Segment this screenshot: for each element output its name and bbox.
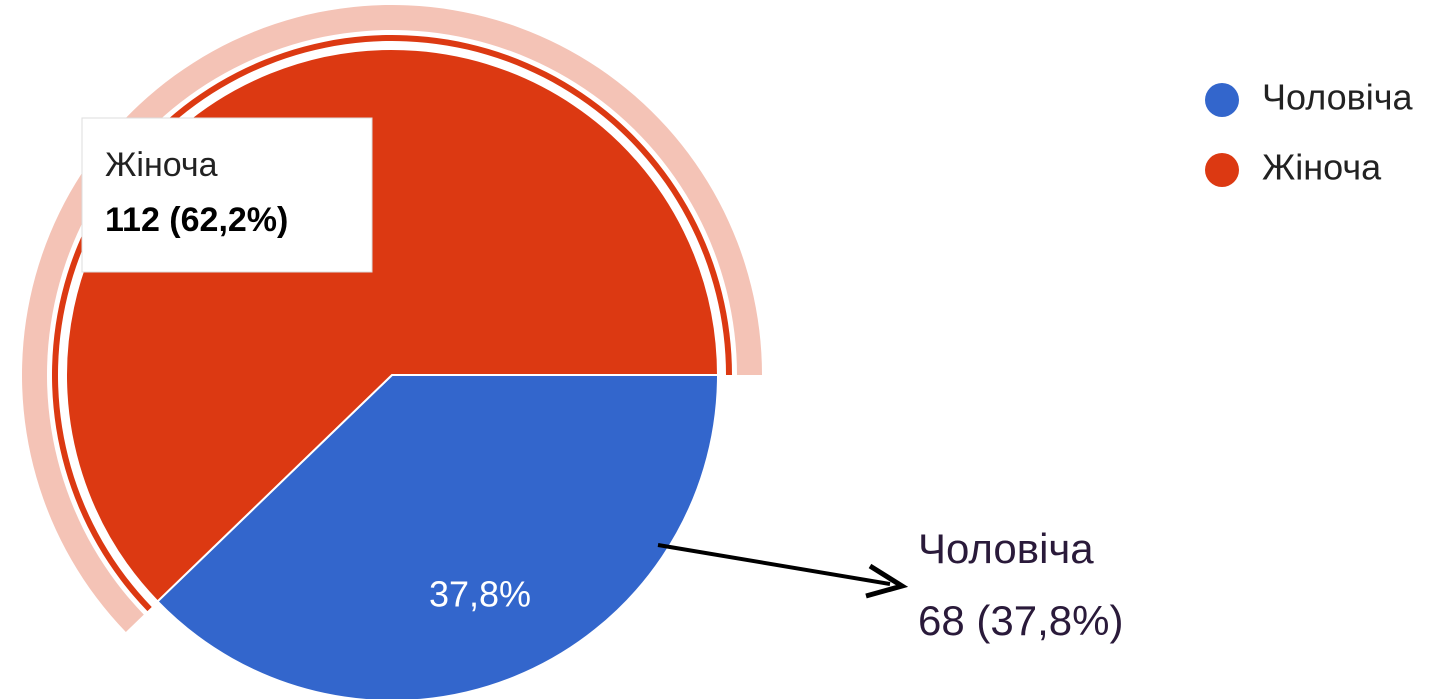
tooltip-value: 112 (62,2%) [105, 201, 288, 239]
tooltip-category: Жіноча [105, 146, 218, 184]
highlight-ring [22, 4, 763, 633]
legend: Чоловіча Жіноча [1205, 77, 1414, 188]
callout-arrowhead [865, 563, 909, 599]
tooltip: Жіноча 112 (62,2%) [81, 117, 373, 273]
slice [156, 374, 720, 699]
callout-category: Чоловіча [918, 525, 1094, 572]
tooltip-box [81, 117, 373, 273]
legend-label: Жіноча [1262, 147, 1382, 188]
pie [22, 4, 763, 699]
slice-label: 37,8% [429, 574, 531, 615]
callout-arrow [657, 543, 891, 586]
legend-label: Чоловіча [1262, 77, 1414, 118]
legend-swatch [1205, 83, 1239, 117]
callout-value: 68 (37,8%) [918, 597, 1123, 644]
legend-swatch [1205, 153, 1239, 187]
